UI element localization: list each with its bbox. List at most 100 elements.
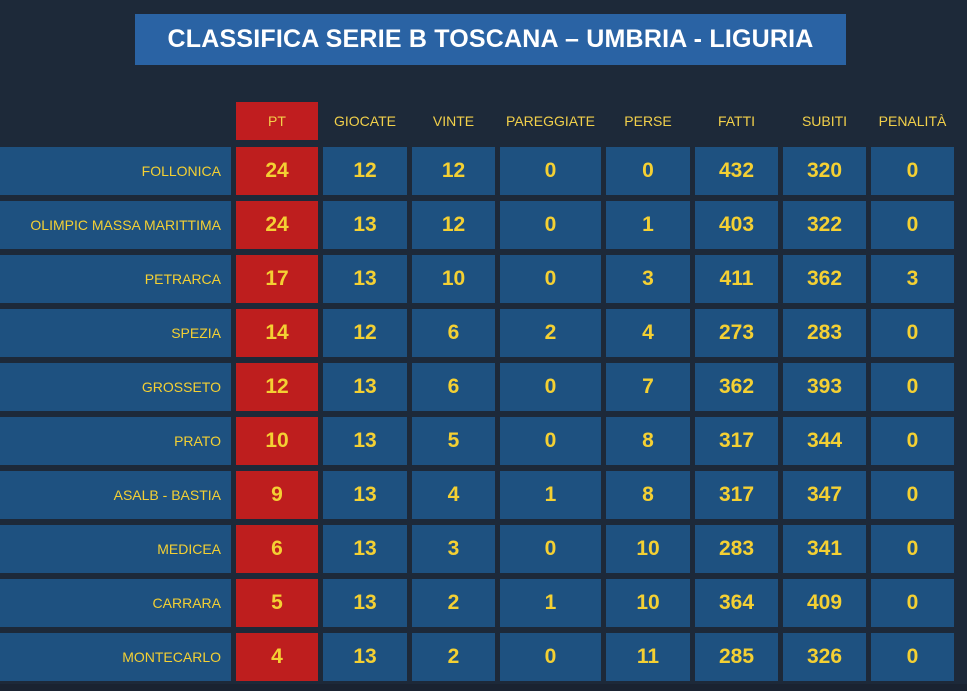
scored-cell: 317 bbox=[695, 471, 778, 519]
conceded-cell: 347 bbox=[783, 471, 866, 519]
conceded-cell: 344 bbox=[783, 417, 866, 465]
team-name: OLIMPIC MASSA MARITTIMA bbox=[0, 201, 231, 249]
lost-cell: 4 bbox=[606, 309, 690, 357]
won-cell: 5 bbox=[412, 417, 495, 465]
scored-cell: 317 bbox=[695, 417, 778, 465]
drawn-cell: 0 bbox=[500, 417, 601, 465]
header-subiti: SUBITI bbox=[801, 113, 848, 129]
points-cell: 5 bbox=[236, 579, 318, 627]
bottom-strip bbox=[0, 684, 967, 691]
lost-cell: 11 bbox=[606, 633, 690, 681]
team-name: MEDICEA bbox=[0, 525, 231, 573]
team-name: CARRARA bbox=[0, 579, 231, 627]
header-penalita: PENALITÀ bbox=[878, 113, 947, 129]
penalty-cell: 0 bbox=[871, 147, 954, 195]
header-vinte: VINTE bbox=[432, 113, 475, 129]
points-cell: 24 bbox=[236, 201, 318, 249]
header-fatti: FATTI bbox=[717, 113, 756, 129]
team-name: SPEZIA bbox=[0, 309, 231, 357]
lost-cell: 8 bbox=[606, 417, 690, 465]
conceded-cell: 322 bbox=[783, 201, 866, 249]
won-cell: 12 bbox=[412, 147, 495, 195]
penalty-cell: 0 bbox=[871, 579, 954, 627]
header-pareggiate: PAREGGIATE bbox=[506, 113, 595, 129]
played-cell: 13 bbox=[323, 633, 407, 681]
drawn-cell: 1 bbox=[500, 579, 601, 627]
drawn-cell: 2 bbox=[500, 309, 601, 357]
page-title: CLASSIFICA SERIE B TOSCANA – UMBRIA - LI… bbox=[167, 25, 814, 53]
won-cell: 2 bbox=[412, 633, 495, 681]
points-cell: 14 bbox=[236, 309, 318, 357]
lost-cell: 3 bbox=[606, 255, 690, 303]
scored-cell: 273 bbox=[695, 309, 778, 357]
lost-cell: 7 bbox=[606, 363, 690, 411]
table-row: CARRARA 5 13 2 1 10 364 409 0 bbox=[0, 579, 967, 627]
scored-cell: 403 bbox=[695, 201, 778, 249]
lost-cell: 8 bbox=[606, 471, 690, 519]
penalty-cell: 0 bbox=[871, 471, 954, 519]
played-cell: 13 bbox=[323, 255, 407, 303]
points-cell: 24 bbox=[236, 147, 318, 195]
scored-cell: 283 bbox=[695, 525, 778, 573]
won-cell: 3 bbox=[412, 525, 495, 573]
scored-cell: 411 bbox=[695, 255, 778, 303]
drawn-cell: 0 bbox=[500, 633, 601, 681]
lost-cell: 10 bbox=[606, 579, 690, 627]
table-row: ASALB - BASTIA 9 13 4 1 8 317 347 0 bbox=[0, 471, 967, 519]
won-cell: 6 bbox=[412, 309, 495, 357]
table-row: MEDICEA 6 13 3 0 10 283 341 0 bbox=[0, 525, 967, 573]
conceded-cell: 326 bbox=[783, 633, 866, 681]
table-row: FOLLONICA 24 12 12 0 0 432 320 0 bbox=[0, 147, 967, 195]
played-cell: 13 bbox=[323, 525, 407, 573]
penalty-cell: 3 bbox=[871, 255, 954, 303]
played-cell: 13 bbox=[323, 201, 407, 249]
conceded-cell: 320 bbox=[783, 147, 866, 195]
scored-cell: 285 bbox=[695, 633, 778, 681]
drawn-cell: 0 bbox=[500, 147, 601, 195]
table-row: GROSSETO 12 13 6 0 7 362 393 0 bbox=[0, 363, 967, 411]
header-giocate: GIOCATE bbox=[334, 113, 396, 129]
team-name: GROSSETO bbox=[0, 363, 231, 411]
table-row: PETRARCA 17 13 10 0 3 411 362 3 bbox=[0, 255, 967, 303]
conceded-cell: 341 bbox=[783, 525, 866, 573]
scored-cell: 362 bbox=[695, 363, 778, 411]
conceded-cell: 283 bbox=[783, 309, 866, 357]
team-name: FOLLONICA bbox=[0, 147, 231, 195]
table-row: MONTECARLO 4 13 2 0 11 285 326 0 bbox=[0, 633, 967, 681]
played-cell: 13 bbox=[323, 579, 407, 627]
scored-cell: 432 bbox=[695, 147, 778, 195]
won-cell: 10 bbox=[412, 255, 495, 303]
drawn-cell: 0 bbox=[500, 525, 601, 573]
penalty-cell: 0 bbox=[871, 201, 954, 249]
played-cell: 12 bbox=[323, 309, 407, 357]
won-cell: 6 bbox=[412, 363, 495, 411]
header-perse: PERSE bbox=[624, 113, 672, 129]
played-cell: 12 bbox=[323, 147, 407, 195]
lost-cell: 1 bbox=[606, 201, 690, 249]
played-cell: 13 bbox=[323, 363, 407, 411]
drawn-cell: 1 bbox=[500, 471, 601, 519]
conceded-cell: 362 bbox=[783, 255, 866, 303]
points-cell: 6 bbox=[236, 525, 318, 573]
header-pt: PT bbox=[236, 102, 318, 140]
drawn-cell: 0 bbox=[500, 363, 601, 411]
drawn-cell: 0 bbox=[500, 255, 601, 303]
lost-cell: 10 bbox=[606, 525, 690, 573]
conceded-cell: 409 bbox=[783, 579, 866, 627]
team-name: MONTECARLO bbox=[0, 633, 231, 681]
scored-cell: 364 bbox=[695, 579, 778, 627]
drawn-cell: 0 bbox=[500, 201, 601, 249]
team-name: ASALB - BASTIA bbox=[0, 471, 231, 519]
table-row: OLIMPIC MASSA MARITTIMA 24 13 12 0 1 403 322 0 bbox=[0, 201, 967, 249]
conceded-cell: 393 bbox=[783, 363, 866, 411]
points-cell: 17 bbox=[236, 255, 318, 303]
points-cell: 4 bbox=[236, 633, 318, 681]
penalty-cell: 0 bbox=[871, 363, 954, 411]
table-header: PT GIOCATE VINTE PAREGGIATE PERSE FATTI … bbox=[0, 102, 967, 140]
penalty-cell: 0 bbox=[871, 417, 954, 465]
table-row: PRATO 10 13 5 0 8 317 344 0 bbox=[0, 417, 967, 465]
penalty-cell: 0 bbox=[871, 309, 954, 357]
penalty-cell: 0 bbox=[871, 525, 954, 573]
lost-cell: 0 bbox=[606, 147, 690, 195]
points-cell: 12 bbox=[236, 363, 318, 411]
